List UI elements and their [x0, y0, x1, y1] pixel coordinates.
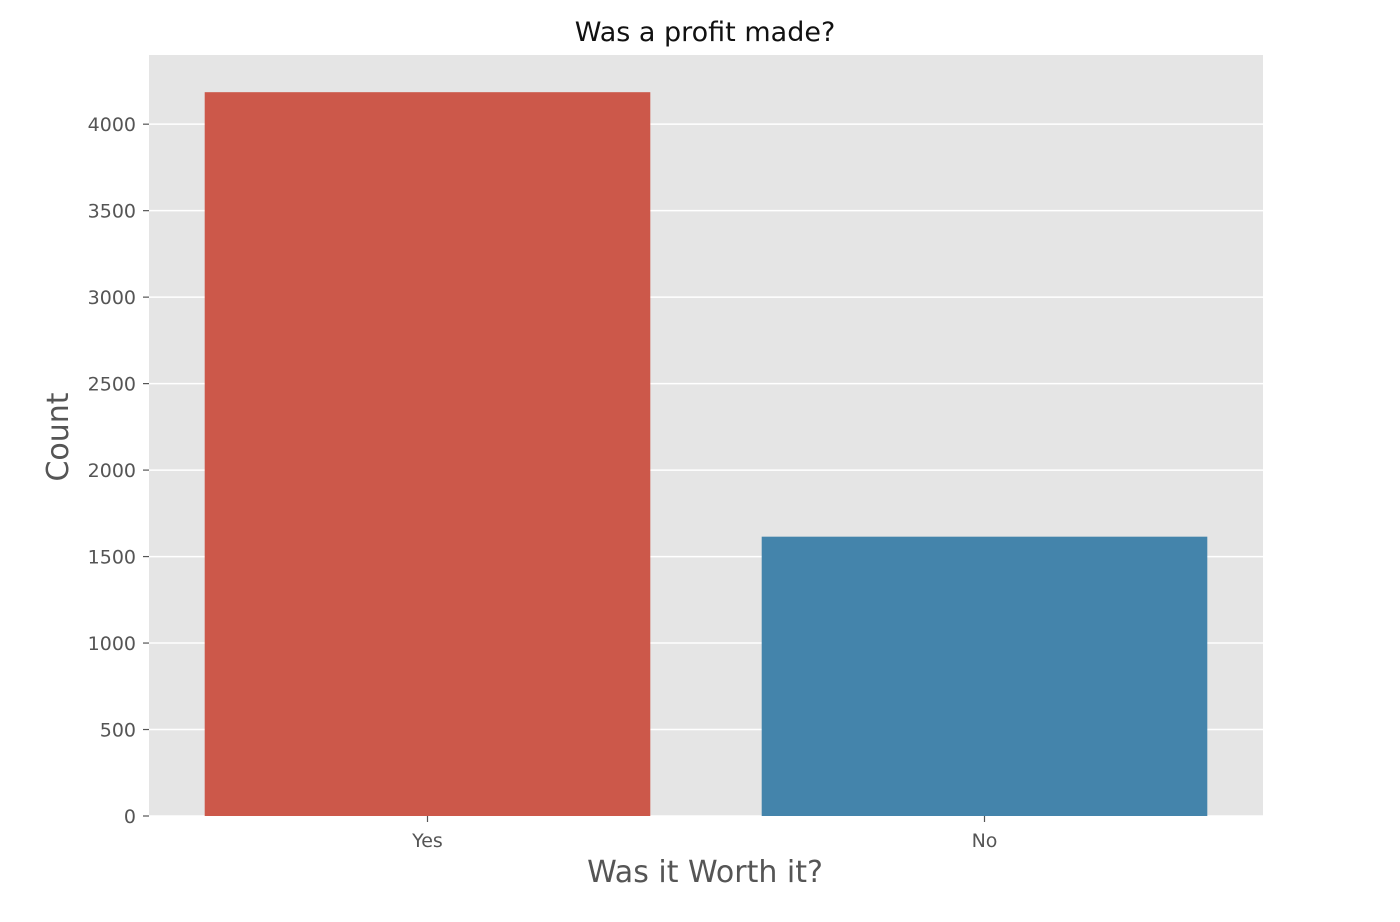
y-tick-label: 2000	[88, 460, 136, 482]
y-tick-label: 1500	[88, 547, 136, 569]
x-tick-label: Yes	[411, 830, 443, 852]
x-axis-ticks: Yes No	[411, 816, 997, 852]
y-axis-ticks: 0 500 1000 1500 2000 2500 3000 3500 4000	[88, 114, 149, 828]
bar-yes	[204, 92, 651, 816]
x-tick-label: No	[972, 830, 998, 852]
bars	[204, 92, 1208, 816]
y-tick-label: 2500	[88, 374, 136, 396]
bar-no	[761, 536, 1208, 816]
y-axis-title: Count	[41, 392, 76, 481]
y-tick-label: 3500	[88, 201, 136, 223]
y-tick-label: 500	[100, 720, 136, 742]
chart-title: Was a profit made?	[575, 17, 836, 48]
y-tick-label: 0	[124, 806, 136, 828]
y-tick-label: 4000	[88, 114, 136, 136]
x-axis-title: Was it Worth it?	[587, 855, 823, 890]
y-tick-label: 1000	[88, 633, 136, 655]
y-tick-label: 3000	[88, 287, 136, 309]
